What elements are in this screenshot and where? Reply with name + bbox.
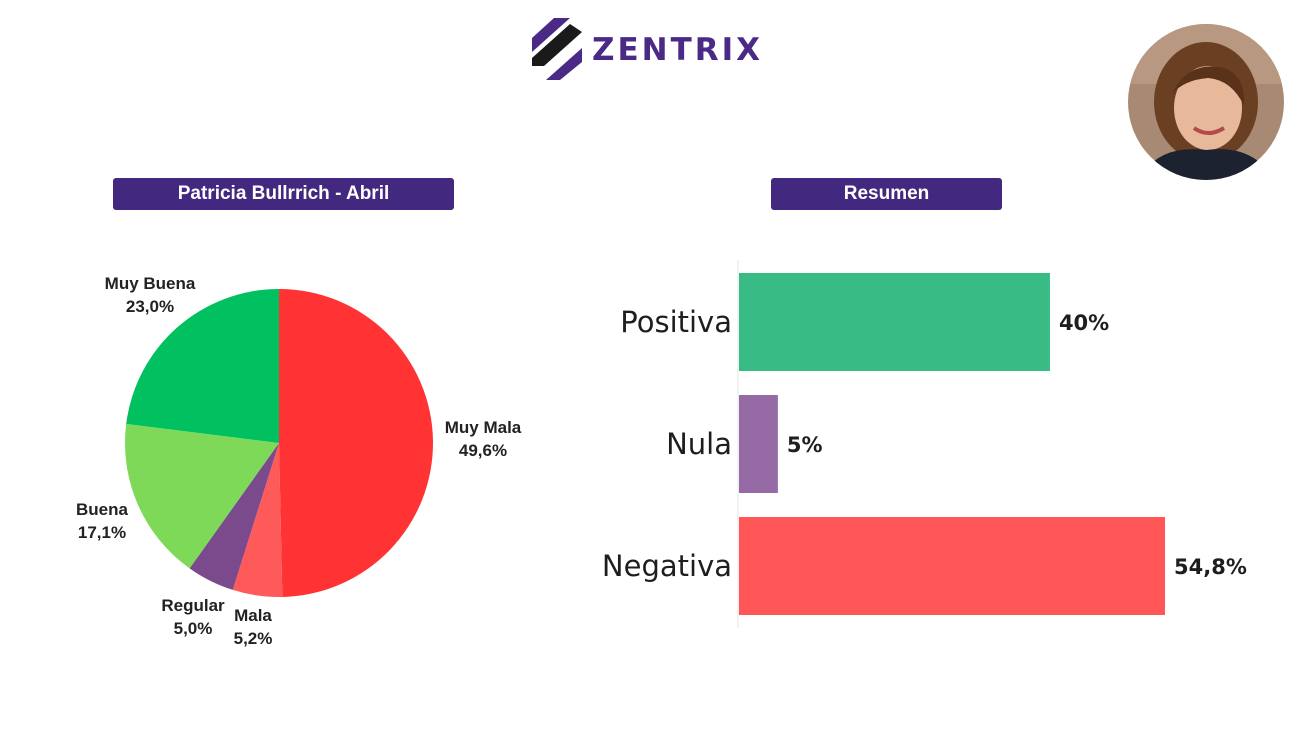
pie-chart-title: Patricia Bullrrich - Abril [113, 178, 454, 210]
pie-value-mala: 5,2% [234, 629, 273, 648]
bar-chart-title: Resumen [771, 178, 1002, 210]
zentrix-logo [532, 18, 582, 80]
pie-slice-muy-buena [126, 289, 279, 443]
pie-chart: Muy Mala 49,6% Mala 5,2% Regular 5,0% Buena 17,… [76, 274, 522, 648]
pie-value-muy-buena: 23,0% [126, 297, 174, 316]
pie-label-mala: Mala [234, 606, 272, 625]
pie-value-regular: 5,0% [174, 619, 213, 638]
bar-value-positiva: 40% [1059, 311, 1109, 335]
bar-positiva [739, 273, 1050, 371]
pie-label-buena: Buena [76, 500, 129, 519]
pie-slice-mala [232, 443, 283, 597]
pie-value-buena: 17,1% [78, 523, 126, 542]
bar-chart: Positiva 40% Nula 5% Negativa 54,8% [602, 260, 1247, 628]
brand-name: ZENTRIX [592, 32, 764, 68]
bar-value-negativa: 54,8% [1174, 555, 1247, 579]
avatar [1128, 24, 1284, 180]
person-portrait-icon [1128, 24, 1284, 180]
bar-negativa [739, 517, 1165, 615]
pie-slice-muy-mala [279, 289, 434, 597]
bar-nula [739, 395, 778, 493]
bar-category-nula: Nula [666, 427, 732, 461]
bar-category-negativa: Negativa [602, 549, 732, 583]
pie-value-muy-mala: 49,6% [459, 441, 507, 460]
pie-label-muy-mala: Muy Mala [445, 418, 522, 437]
zentrix-logo-mark-icon [532, 18, 582, 80]
bar-category-positiva: Positiva [620, 305, 732, 339]
pie-slice-buena [124, 423, 279, 569]
pie-label-muy-buena: Muy Buena [105, 274, 196, 293]
pie-slice-regular [189, 443, 279, 590]
bar-value-nula: 5% [787, 433, 823, 457]
pie-label-regular: Regular [161, 596, 225, 615]
